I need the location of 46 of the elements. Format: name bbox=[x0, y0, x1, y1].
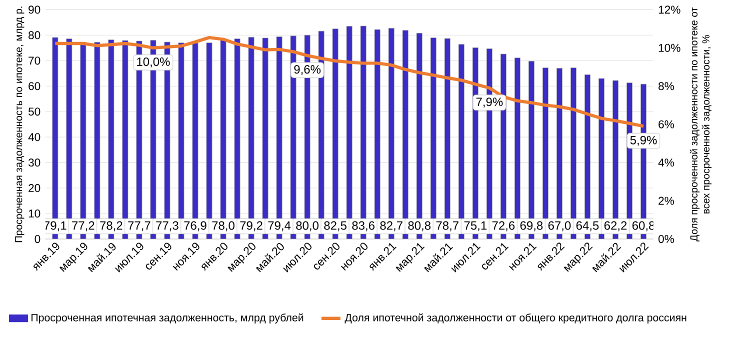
y2-tick-label: 12% bbox=[658, 6, 680, 14]
data-label: 80,8 bbox=[408, 221, 431, 232]
data-label: 79,4 bbox=[268, 221, 291, 232]
data-label: 10,0% bbox=[137, 57, 170, 68]
y-tick-label: 60 bbox=[28, 82, 40, 90]
y2-tick-label: 8% bbox=[658, 82, 674, 90]
y-tick-label: 70 bbox=[28, 56, 40, 65]
data-label: 75,1 bbox=[464, 221, 486, 232]
data-label: 78,0 bbox=[212, 221, 234, 232]
y2-tick-label: 4% bbox=[658, 158, 674, 167]
data-label: 77,3 bbox=[156, 221, 178, 232]
legend-label: Просроченная ипотечная задолженность, млрд рублей bbox=[32, 313, 304, 324]
y2-axis-title: Доля просроченной задолженности по ипотеке от всех просроченной задолженности, % bbox=[690, 7, 712, 242]
y2-tick-label: 0% bbox=[658, 234, 674, 243]
data-label: 77,7 bbox=[128, 221, 150, 232]
data-label: 9,6% bbox=[294, 65, 321, 76]
y2-tick-label: 10% bbox=[658, 44, 680, 52]
data-label: 7,9% bbox=[476, 98, 503, 108]
data-label: 64,5 bbox=[576, 221, 599, 232]
y-axis-title: Просроченная задолженность по ипотеке, млрд р. bbox=[15, 6, 24, 242]
y-tick-label: 40 bbox=[28, 133, 40, 142]
data-label: 5,9% bbox=[630, 136, 657, 146]
data-label: 77,2 bbox=[72, 221, 94, 232]
data-label: 78,7 bbox=[436, 221, 458, 232]
data-label: 78,2 bbox=[100, 221, 122, 232]
data-label: 80,0 bbox=[296, 221, 319, 232]
legend-label: Доля ипотечной задолженности от общего кредитного долга россиян bbox=[344, 313, 686, 324]
y2-tick-label: 2% bbox=[658, 196, 674, 205]
y-tick-label: 0 bbox=[34, 234, 40, 243]
y-tick-label: 10 bbox=[28, 210, 40, 218]
y-tick-label: 50 bbox=[28, 108, 40, 116]
data-label: 82,7 bbox=[380, 221, 402, 232]
y-tick-label: 90 bbox=[28, 6, 40, 14]
y2-tick-label: 6% bbox=[658, 120, 674, 128]
data-label: 72,6 bbox=[492, 221, 515, 232]
y-tick-label: 30 bbox=[28, 158, 40, 167]
data-label: 62,2 bbox=[604, 221, 627, 232]
y-tick-label: 20 bbox=[28, 184, 40, 192]
data-label: 76,9 bbox=[184, 221, 206, 232]
data-label: 69,8 bbox=[520, 221, 543, 232]
data-label: 79,1 bbox=[44, 221, 66, 232]
data-label: 79,2 bbox=[240, 221, 262, 232]
y-tick-label: 80 bbox=[28, 31, 40, 40]
data-label: 67,0 bbox=[548, 221, 571, 232]
data-label: 82,5 bbox=[324, 221, 346, 232]
data-label: 83,6 bbox=[352, 221, 374, 232]
